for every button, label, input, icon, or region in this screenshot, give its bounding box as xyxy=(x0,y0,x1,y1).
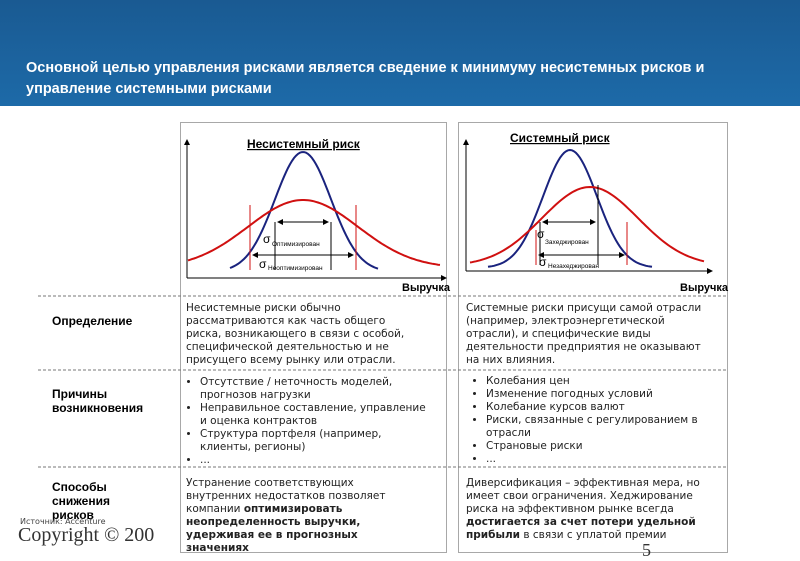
bullet-item: Структура портфеля (например, клиенты, р… xyxy=(200,428,430,454)
cell-text: в связи с уплатой премии xyxy=(520,529,667,541)
cell: Диверсификация – эффективная мера, но им… xyxy=(466,477,711,542)
sigma: σ xyxy=(539,255,547,269)
cell-emphasis: достигается за счет потери удельной приб… xyxy=(466,516,696,541)
cell: Устранение соответствующих внутренних не… xyxy=(186,477,418,555)
diagram: Системный риск σ Захеджирован σ Незахедж… xyxy=(463,131,729,294)
curve xyxy=(229,151,379,270)
curve-label: Незахеджирован xyxy=(548,263,599,270)
curve-label: Оптимизирован xyxy=(272,241,320,248)
diagram-title: Системный риск xyxy=(510,131,611,145)
source-note: Источник: Accenture xyxy=(20,517,106,526)
bullet-item: Страновые риски xyxy=(486,440,726,453)
bullet-item: Риски, связанные с регулированием в отра… xyxy=(486,414,726,440)
header-band xyxy=(0,0,800,106)
cell-text: Устранение соответствующих внутренних не… xyxy=(186,477,386,515)
axis-label: Выручка xyxy=(402,282,451,294)
curve xyxy=(469,185,705,264)
curve-label: Неоптимизирован xyxy=(268,265,323,272)
bullet-list: Колебания ценИзменение погодных условийК… xyxy=(472,375,726,466)
bullet-item: Изменение погодных условий xyxy=(486,388,726,401)
copyright: Copyright © 200 xyxy=(18,524,155,547)
cell: Несистемные риски обычно рассматриваются… xyxy=(186,302,405,366)
sigma: σ xyxy=(263,232,271,246)
cell: Системные риски присущи самой отрасли (н… xyxy=(466,302,702,366)
page-number: 5 xyxy=(642,540,651,560)
sigma: σ xyxy=(537,227,545,241)
bullet-item: Колебание курсов валют xyxy=(486,401,726,414)
bullet-item: Отсутствие / неточность моделей, прогноз… xyxy=(200,376,430,402)
bullet-item: ... xyxy=(200,454,430,467)
diagram: Несистемный риск σ Оптимизирован σ Неопт… xyxy=(184,137,451,294)
diagram-title: Несистемный риск xyxy=(247,137,361,151)
cell-text: Диверсификация – эффективная мера, но им… xyxy=(466,477,700,515)
curve-label: Захеджирован xyxy=(545,239,589,246)
sigma: σ xyxy=(259,257,267,271)
cell-emphasis: оптимизировать неопределенность выручки,… xyxy=(186,503,361,554)
row-label: Способы снижения рисков xyxy=(52,480,110,522)
axis-label: Выручка xyxy=(680,282,729,294)
slide-title: Основной целью управления рисками являет… xyxy=(26,60,705,97)
row-label: Причины возникновения xyxy=(52,387,144,415)
bullet-item: ... xyxy=(486,453,726,466)
bullet-item: Колебания цен xyxy=(486,375,726,388)
bullet-list: Отсутствие / неточность моделей, прогноз… xyxy=(186,376,430,467)
bullet-item: Неправильное составление, управление и о… xyxy=(200,402,430,428)
curve xyxy=(187,199,441,266)
row-label: Определение xyxy=(52,314,133,328)
